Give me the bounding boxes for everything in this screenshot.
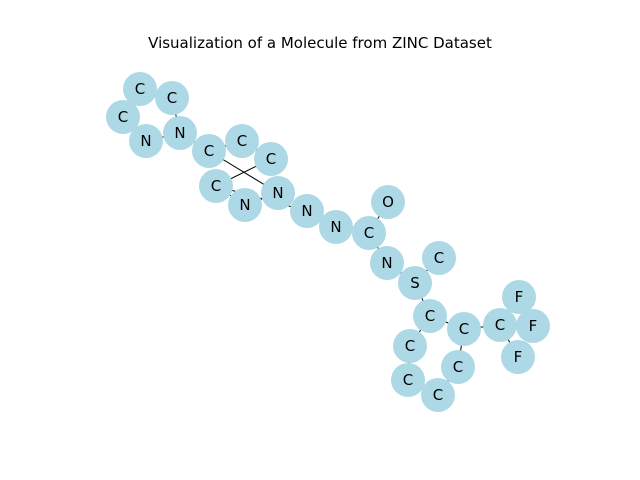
atom-label: C	[495, 316, 505, 334]
atom-node-17: C	[422, 241, 456, 275]
atom-circle	[290, 194, 324, 228]
atom-circle	[261, 176, 295, 210]
atom-label: C	[211, 177, 221, 195]
atom-label: C	[405, 337, 415, 355]
atom-node-16: S	[398, 266, 432, 300]
atom-node-21: C	[421, 378, 455, 412]
atom-label: C	[237, 132, 247, 150]
atom-circle	[192, 134, 226, 168]
atom-circle	[370, 246, 404, 280]
atom-node-18: C	[413, 299, 447, 333]
atom-label: N	[301, 202, 312, 220]
atom-node-26: F	[516, 309, 550, 343]
atom-label: C	[434, 249, 444, 267]
atom-circle	[413, 299, 447, 333]
atom-circle	[371, 185, 405, 219]
atom-label: C	[118, 108, 128, 126]
atom-label: N	[239, 196, 250, 214]
atom-circle	[391, 363, 425, 397]
atom-node-6: C	[225, 124, 259, 158]
atom-node-4: N	[163, 116, 197, 150]
atom-label: C	[459, 320, 469, 338]
atom-label: N	[330, 218, 341, 236]
atom-node-12: N	[319, 210, 353, 244]
atom-circle	[447, 312, 481, 346]
atom-circle	[502, 280, 536, 314]
atom-label: N	[381, 254, 392, 272]
atom-label: C	[403, 371, 413, 389]
atom-node-19: C	[393, 329, 427, 363]
atom-node-11: N	[290, 194, 324, 228]
atom-circle	[123, 72, 157, 106]
atom-node-2: C	[106, 100, 140, 134]
atom-circle	[352, 216, 386, 250]
atom-node-5: C	[192, 134, 226, 168]
atom-node-13: C	[352, 216, 386, 250]
atom-node-22: C	[441, 350, 475, 384]
atom-node-8: N	[261, 176, 295, 210]
atom-label: N	[140, 132, 151, 150]
atom-label: O	[382, 193, 394, 211]
atom-label: S	[410, 274, 420, 292]
atom-label: C	[204, 142, 214, 160]
atom-node-27: F	[501, 340, 535, 374]
atom-label: C	[425, 307, 435, 325]
atom-circle	[199, 169, 233, 203]
atom-label: C	[364, 224, 374, 242]
atom-label: C	[167, 89, 177, 107]
atom-node-10: C	[199, 169, 233, 203]
atom-node-23: C	[447, 312, 481, 346]
atom-circle	[398, 266, 432, 300]
atom-node-0: C	[123, 72, 157, 106]
atom-label: C	[453, 358, 463, 376]
atom-node-20: C	[391, 363, 425, 397]
atom-circle	[225, 124, 259, 158]
atom-circle	[422, 241, 456, 275]
atom-label: F	[529, 317, 538, 335]
atom-node-3: N	[129, 124, 163, 158]
atom-label: F	[514, 348, 523, 366]
diagram-title: Visualization of a Molecule from ZINC Da…	[148, 34, 492, 52]
atom-circle	[393, 329, 427, 363]
atom-circle	[516, 309, 550, 343]
atom-node-25: F	[502, 280, 536, 314]
atom-circle	[155, 81, 189, 115]
atom-label: C	[266, 150, 276, 168]
atom-node-24: C	[483, 308, 517, 342]
atom-label: F	[515, 288, 524, 306]
atom-circle	[163, 116, 197, 150]
atom-circle	[129, 124, 163, 158]
atom-circle	[254, 142, 288, 176]
atom-node-7: C	[254, 142, 288, 176]
atom-circle	[483, 308, 517, 342]
atom-label: C	[135, 80, 145, 98]
atom-node-9: N	[228, 188, 262, 222]
atom-label: N	[272, 184, 283, 202]
atom-circle	[228, 188, 262, 222]
atom-circle	[106, 100, 140, 134]
atom-node-15: N	[370, 246, 404, 280]
atom-circle	[441, 350, 475, 384]
atom-circle	[501, 340, 535, 374]
atom-label: N	[174, 124, 185, 142]
atom-circle	[319, 210, 353, 244]
atom-node-14: O	[371, 185, 405, 219]
atom-circle	[421, 378, 455, 412]
atom-node-1: C	[155, 81, 189, 115]
atom-label: C	[433, 386, 443, 404]
